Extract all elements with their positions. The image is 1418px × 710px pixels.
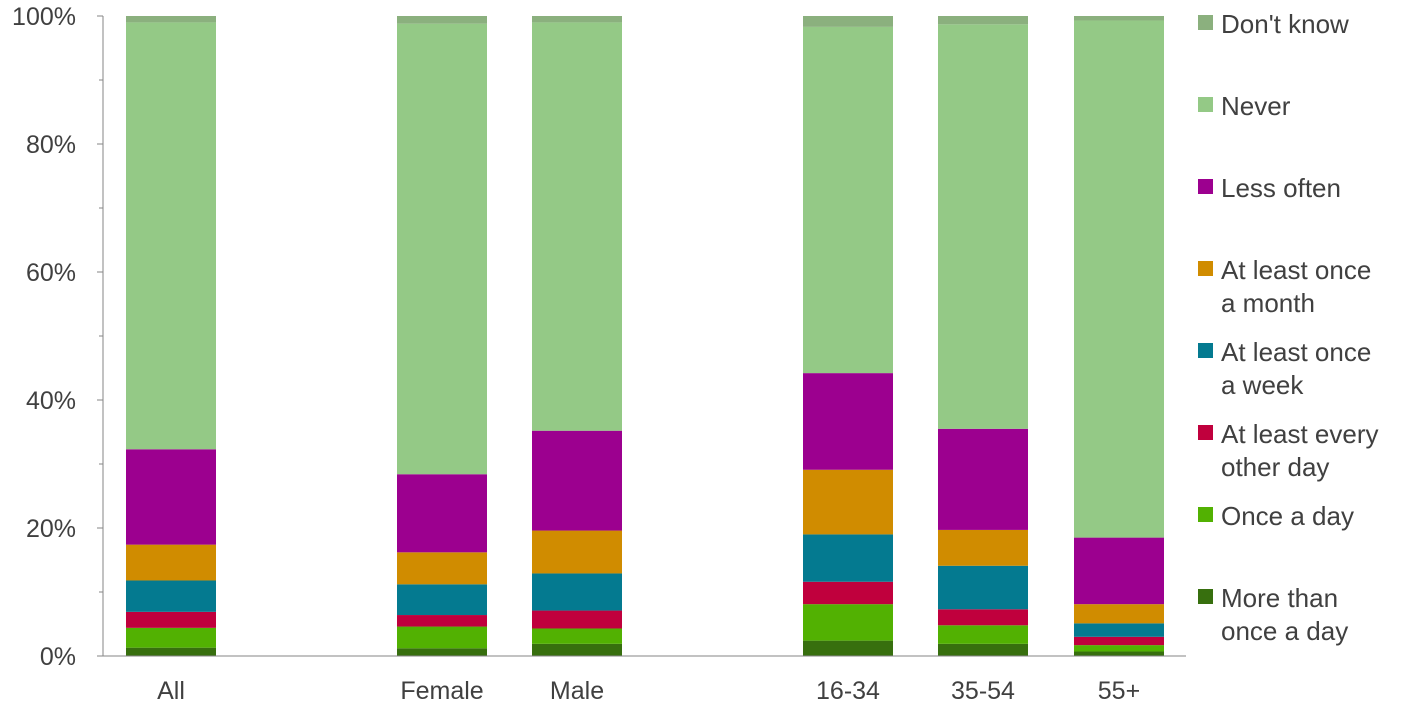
legend-swatch [1198, 97, 1213, 112]
bar-segment-at-least-every-other-day [532, 610, 622, 629]
legend-item-once-a-day: Once a day [1198, 501, 1354, 531]
legend-label: other day [1221, 452, 1329, 482]
bar-segment-once-a-day [532, 628, 622, 644]
bar-segment-never [938, 24, 1028, 429]
bar-segment-don-t-know [126, 16, 216, 23]
legend-label: Less often [1221, 173, 1341, 203]
bars [126, 16, 1164, 656]
bar-segment-at-least-every-other-day [803, 581, 893, 605]
bar-segment-more-than-once-a-day [397, 648, 487, 656]
x-tick-label: 16-34 [816, 677, 880, 705]
bar-segment-at-least-once-a-week [938, 565, 1028, 610]
bar-segment-at-least-every-other-day [1074, 636, 1164, 646]
bar-segment-less-often [532, 430, 622, 531]
legend-swatch [1198, 343, 1213, 358]
bar-segment-at-least-every-other-day [126, 611, 216, 628]
bar-segment-less-often [803, 373, 893, 470]
bar-segment-never [532, 22, 622, 431]
legend-label: At least every [1221, 419, 1379, 449]
legend-swatch [1198, 179, 1213, 194]
x-tick-label: Female [400, 677, 483, 705]
bar-segment-at-least-every-other-day [938, 609, 1028, 626]
y-tick-label: 80% [26, 131, 76, 159]
x-tick-label: 35-54 [951, 677, 1015, 705]
bar-segment-at-least-once-a-week [397, 584, 487, 616]
bar-segment-at-least-once-a-month [126, 544, 216, 581]
bar-segment-at-least-once-a-week [1074, 623, 1164, 637]
x-axis: All Female Male 16-34 35-54 55+ [103, 655, 1186, 705]
legend-item-less-often: Less often [1198, 173, 1341, 203]
bar-segment-less-often [397, 474, 487, 553]
x-tick-label: Male [550, 677, 604, 705]
legend-item-don-t-know: Don't know [1198, 9, 1349, 39]
legend-swatch [1198, 507, 1213, 522]
bar-segment-don-t-know [397, 16, 487, 24]
bar-segment-at-least-every-other-day [397, 615, 487, 627]
y-axis: 0% 20% 40% 60% 80% 100% [12, 3, 104, 671]
legend-label: More than [1221, 583, 1338, 613]
bar-stack-all [126, 16, 216, 656]
bar-segment-once-a-day [938, 625, 1028, 644]
bar-segment-more-than-once-a-day [126, 647, 216, 656]
legend-item-never: Never [1198, 91, 1291, 121]
bar-segment-don-t-know [938, 16, 1028, 25]
bar-segment-never [397, 23, 487, 475]
bar-segment-less-often [126, 449, 216, 545]
x-tick-label: 55+ [1098, 677, 1140, 705]
legend-label: Once a day [1221, 501, 1354, 531]
bar-segment-don-t-know [803, 16, 893, 27]
bar-segment-more-than-once-a-day [803, 640, 893, 656]
bar-segment-once-a-day [803, 604, 893, 641]
legend-label: a week [1221, 370, 1304, 400]
bar-segment-never [803, 26, 893, 374]
y-tick-label: 0% [40, 643, 76, 671]
y-tick-label: 20% [26, 515, 76, 543]
bar-stack-35-54 [938, 16, 1028, 656]
bar-segment-more-than-once-a-day [1074, 651, 1164, 656]
bar-segment-at-least-once-a-month [397, 552, 487, 585]
bar-segment-never [126, 22, 216, 450]
bar-segment-at-least-once-a-week [532, 573, 622, 611]
bar-stack-16-34 [803, 16, 893, 656]
bar-segment-never [1074, 20, 1164, 538]
bar-stack-male [532, 16, 622, 656]
bar-segment-once-a-day [397, 626, 487, 649]
bar-segment-at-least-once-a-week [803, 534, 893, 582]
bar-segment-once-a-day [126, 627, 216, 648]
bar-segment-once-a-day [1074, 645, 1164, 652]
bar-segment-at-least-once-a-week [126, 580, 216, 612]
bar-segment-at-least-once-a-month [1074, 604, 1164, 624]
legend-label: At least once [1221, 255, 1371, 285]
legend-label: At least once [1221, 337, 1371, 367]
y-tick-label: 40% [26, 387, 76, 415]
y-tick-label: 60% [26, 259, 76, 287]
bar-stack-55- [1074, 16, 1164, 656]
bar-segment-more-than-once-a-day [532, 643, 622, 656]
legend-label: a month [1221, 288, 1315, 318]
bar-segment-don-t-know [1074, 16, 1164, 21]
legend-swatch [1198, 589, 1213, 604]
bar-stack-female [397, 16, 487, 656]
bar-segment-more-than-once-a-day [938, 643, 1028, 656]
x-tick-label: All [157, 677, 185, 705]
bar-segment-don-t-know [532, 16, 622, 23]
legend-label: once a day [1221, 616, 1348, 646]
bar-segment-at-least-once-a-month [803, 469, 893, 535]
y-tick-label: 100% [12, 3, 76, 31]
bar-segment-at-least-once-a-month [532, 530, 622, 574]
legend-label: Never [1221, 91, 1291, 121]
legend-swatch [1198, 425, 1213, 440]
bar-segment-at-least-once-a-month [938, 529, 1028, 566]
legend-swatch [1198, 261, 1213, 276]
legend-label: Don't know [1221, 9, 1349, 39]
bar-segment-less-often [938, 428, 1028, 530]
bar-segment-less-often [1074, 537, 1164, 605]
legend-swatch [1198, 15, 1213, 30]
